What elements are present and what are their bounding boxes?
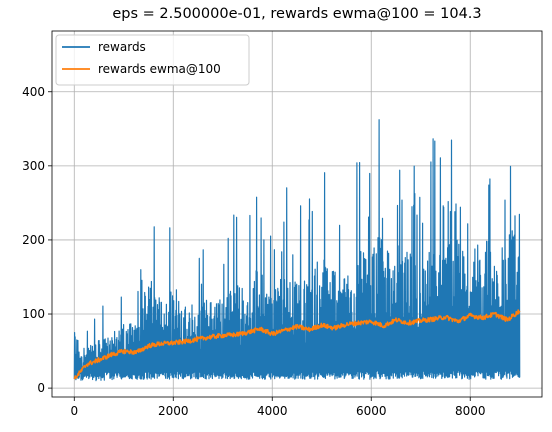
- axes-frame: [51, 30, 543, 398]
- y-tick-label: 300: [22, 159, 45, 173]
- x-tick-label: 4000: [257, 404, 288, 418]
- chart-title: eps = 2.500000e-01, rewards ewma@100 = 1…: [112, 6, 481, 22]
- y-tick-label: 200: [22, 233, 45, 247]
- series-line-rewards: [73, 119, 521, 382]
- x-tick-label: 8000: [455, 404, 486, 418]
- legend: rewards rewards ewma@100: [55, 34, 250, 86]
- y-tick-label: 100: [22, 307, 45, 321]
- legend-box: [55, 34, 250, 86]
- y-tick-label: 0: [37, 381, 45, 395]
- x-tick-label: 0: [70, 404, 78, 418]
- x-tick-label: 2000: [158, 404, 189, 418]
- series-line-rewards-ewma: [73, 309, 521, 380]
- x-tick-label: 6000: [356, 404, 387, 418]
- y-tick-label: 400: [22, 85, 45, 99]
- series-layer: [73, 119, 521, 382]
- axes: 0 2000 4000 6000 8000 0 100 200 300 400: [22, 30, 543, 418]
- legend-label-rewards-ewma: rewards ewma@100: [98, 62, 221, 76]
- legend-label-rewards: rewards: [98, 40, 146, 54]
